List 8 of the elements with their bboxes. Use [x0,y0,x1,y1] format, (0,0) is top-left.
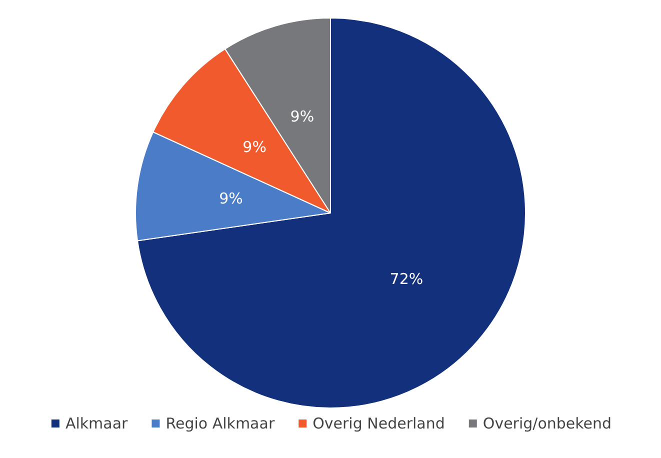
legend-label: Regio Alkmaar [166,414,276,432]
legend-label: Alkmaar [65,414,129,432]
data-label: 9% [242,138,266,156]
data-label: 72% [390,270,424,288]
data-label: 9% [290,108,314,126]
legend-label: Overig/onbekend [482,414,612,432]
legend-label: Overig Nederland [312,414,445,432]
data-label: 9% [219,190,243,208]
